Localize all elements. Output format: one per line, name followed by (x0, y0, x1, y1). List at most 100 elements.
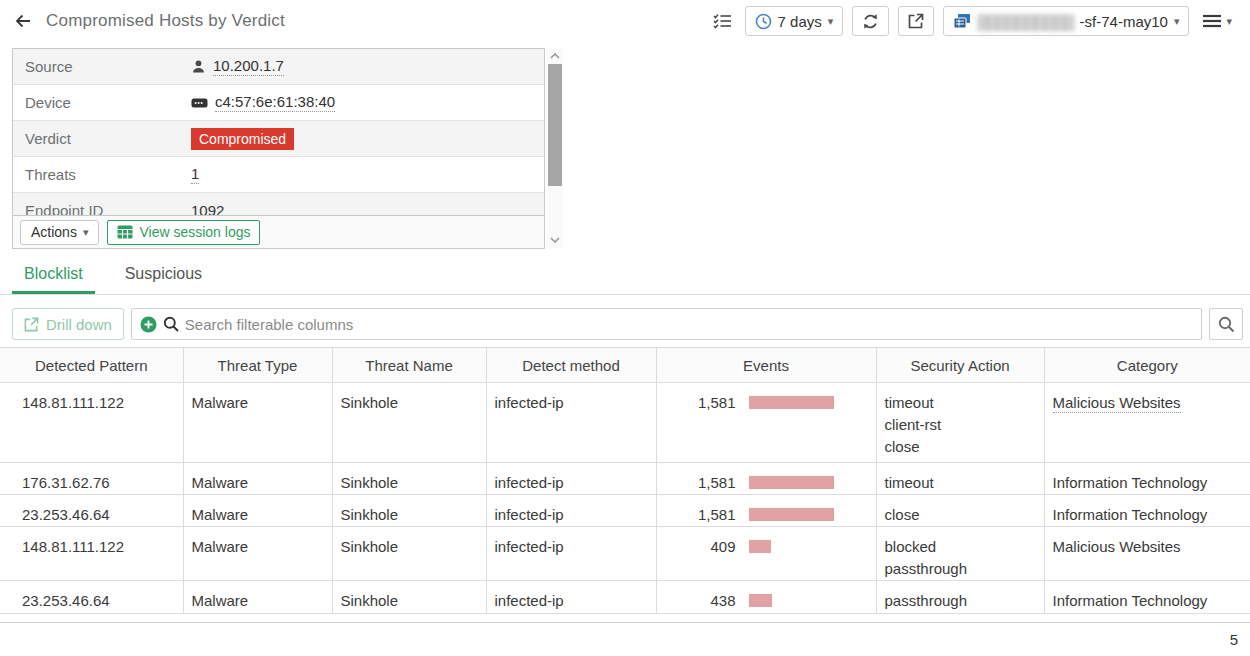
time-range-dropdown[interactable]: 7 days ▾ (745, 6, 844, 36)
detail-panel-footer: Actions ▾ View session logs (13, 215, 544, 248)
tab-suspicious[interactable]: Suspicious (113, 256, 214, 294)
add-filter-icon[interactable] (140, 316, 157, 333)
chart-settings-button[interactable] (709, 13, 736, 29)
left-arrow-icon (14, 13, 32, 29)
security-action-cell: blocked passthrough (876, 527, 1044, 581)
table-search-button[interactable] (1209, 308, 1243, 340)
detail-row-device: Device c4:57:6e:61:38:40 (13, 85, 544, 121)
page-number[interactable]: 5 (1230, 631, 1238, 648)
events-cell: 1,581 (656, 495, 876, 527)
scroll-up-icon[interactable] (549, 50, 561, 62)
source-ip-value[interactable]: 10.200.1.7 (213, 57, 284, 76)
drill-down-button[interactable]: Drill down (12, 308, 124, 340)
table-row[interactable]: 23.253.46.64 Malware Sinkhole infected-i… (0, 495, 1250, 527)
security-action-cell: passthrough (876, 581, 1044, 614)
events-bar (749, 396, 834, 409)
category-cell: Malicious Websites (1044, 527, 1250, 581)
chevron-down-icon: ▾ (828, 16, 834, 27)
device-selector-dropdown[interactable]: ▒▒▒▒▒▒▒▒▒▒-sf-74-may10 ▾ (943, 6, 1189, 36)
hamburger-icon (1202, 14, 1222, 28)
detect-method-cell: infected-ip (486, 383, 656, 463)
table-row[interactable]: 148.81.111.122 Malware Sinkhole infected… (0, 527, 1250, 581)
scrollbar-thumb[interactable] (548, 64, 562, 186)
security-action-cell: close (876, 495, 1044, 527)
view-session-logs-button[interactable]: View session logs (107, 220, 260, 245)
result-tabs: Blocklist Suspicious (0, 256, 1250, 295)
column-header-detect-method[interactable]: Detect method (486, 348, 656, 383)
events-bar (749, 540, 771, 553)
detected-pattern-cell: 23.253.46.64 (0, 495, 183, 527)
back-button[interactable] (14, 13, 32, 29)
column-header-category[interactable]: Category (1044, 348, 1250, 383)
table-icon (117, 225, 133, 239)
events-count: 1,581 (665, 392, 736, 414)
threat-type-cell: Malware (183, 581, 332, 614)
host-detail-panel: Source 10.200.1.7 Device (12, 48, 545, 249)
events-cell: 409 (656, 527, 876, 581)
detected-pattern-cell: 176.31.62.76 (0, 463, 183, 495)
detect-method-cell: infected-ip (486, 581, 656, 614)
device-mac-value[interactable]: c4:57:6e:61:38:40 (215, 93, 335, 112)
field-label: Endpoint ID (13, 202, 191, 215)
detail-row-threats: Threats 1 (13, 157, 544, 193)
events-cell: 1,581 (656, 463, 876, 495)
detect-method-cell: infected-ip (486, 463, 656, 495)
category-cell: Malicious Websites (1044, 383, 1250, 463)
external-link-icon (908, 13, 924, 29)
device-group-icon (953, 13, 971, 29)
actions-label: Actions (31, 224, 77, 240)
user-icon (191, 59, 206, 74)
events-bar (749, 476, 834, 489)
detail-row-verdict: Verdict Compromised (13, 121, 544, 157)
category-link[interactable]: Malicious Websites (1053, 394, 1181, 413)
field-label: Device (13, 94, 191, 111)
scroll-down-icon[interactable] (549, 234, 561, 246)
tab-blocklist[interactable]: Blocklist (12, 256, 95, 294)
table-header-row: Detected Pattern Threat Type Threat Name… (0, 348, 1250, 383)
search-icon (163, 316, 179, 332)
export-button[interactable] (898, 6, 934, 36)
chevron-down-icon: ▾ (1174, 16, 1180, 27)
time-range-label: 7 days (778, 13, 822, 30)
device-name-masked: ▒▒▒▒▒▒▒▒▒▒ (977, 13, 1073, 30)
detected-pattern-cell: 148.81.111.122 (0, 383, 183, 463)
events-count: 1,581 (665, 472, 736, 494)
threat-type-cell: Malware (183, 383, 332, 463)
menu-button[interactable]: ▾ (1198, 14, 1236, 28)
table-row[interactable]: 176.31.62.76 Malware Sinkhole infected-i… (0, 463, 1250, 495)
detail-row-endpoint-id: Endpoint ID 1092 (13, 193, 544, 215)
field-label: Threats (13, 166, 191, 183)
events-count: 409 (665, 536, 736, 558)
detail-scrollbar[interactable] (547, 48, 563, 248)
column-header-security-action[interactable]: Security Action (876, 348, 1044, 383)
search-input[interactable] (185, 316, 1193, 333)
column-header-threat-name[interactable]: Threat Name (332, 348, 486, 383)
table-row[interactable]: 148.81.111.122 Malware Sinkhole infected… (0, 383, 1250, 463)
field-label: Source (13, 58, 191, 75)
pagination-bar: 5 (0, 622, 1250, 656)
page-header: Compromised Hosts by Verdict 7 days (0, 0, 1250, 42)
checklist-icon (713, 13, 732, 29)
column-header-events[interactable]: Events (656, 348, 876, 383)
threat-name-cell: Sinkhole (332, 495, 486, 527)
detected-pattern-cell: 148.81.111.122 (0, 527, 183, 581)
column-header-detected-pattern[interactable]: Detected Pattern (0, 348, 183, 383)
chevron-down-icon: ▾ (83, 227, 89, 238)
detail-row-source: Source 10.200.1.7 (13, 49, 544, 85)
threat-type-cell: Malware (183, 495, 332, 527)
host-detail-table: Source 10.200.1.7 Device (13, 49, 544, 215)
actions-dropdown[interactable]: Actions ▾ (20, 220, 99, 245)
refresh-icon (862, 13, 879, 30)
threat-name-cell: Sinkhole (332, 527, 486, 581)
events-bar (749, 594, 773, 607)
threat-name-cell: Sinkhole (332, 383, 486, 463)
refresh-button[interactable] (852, 6, 889, 36)
host-detail-section: Source 10.200.1.7 Device (12, 48, 563, 249)
threat-count-value[interactable]: 1 (191, 165, 199, 184)
chevron-down-icon: ▾ (1226, 16, 1232, 27)
clock-icon (755, 13, 772, 30)
column-header-threat-type[interactable]: Threat Type (183, 348, 332, 383)
threat-type-cell: Malware (183, 527, 332, 581)
table-row[interactable]: 23.253.46.64 Malware Sinkhole infected-i… (0, 581, 1250, 614)
search-filter-box[interactable] (131, 308, 1202, 340)
